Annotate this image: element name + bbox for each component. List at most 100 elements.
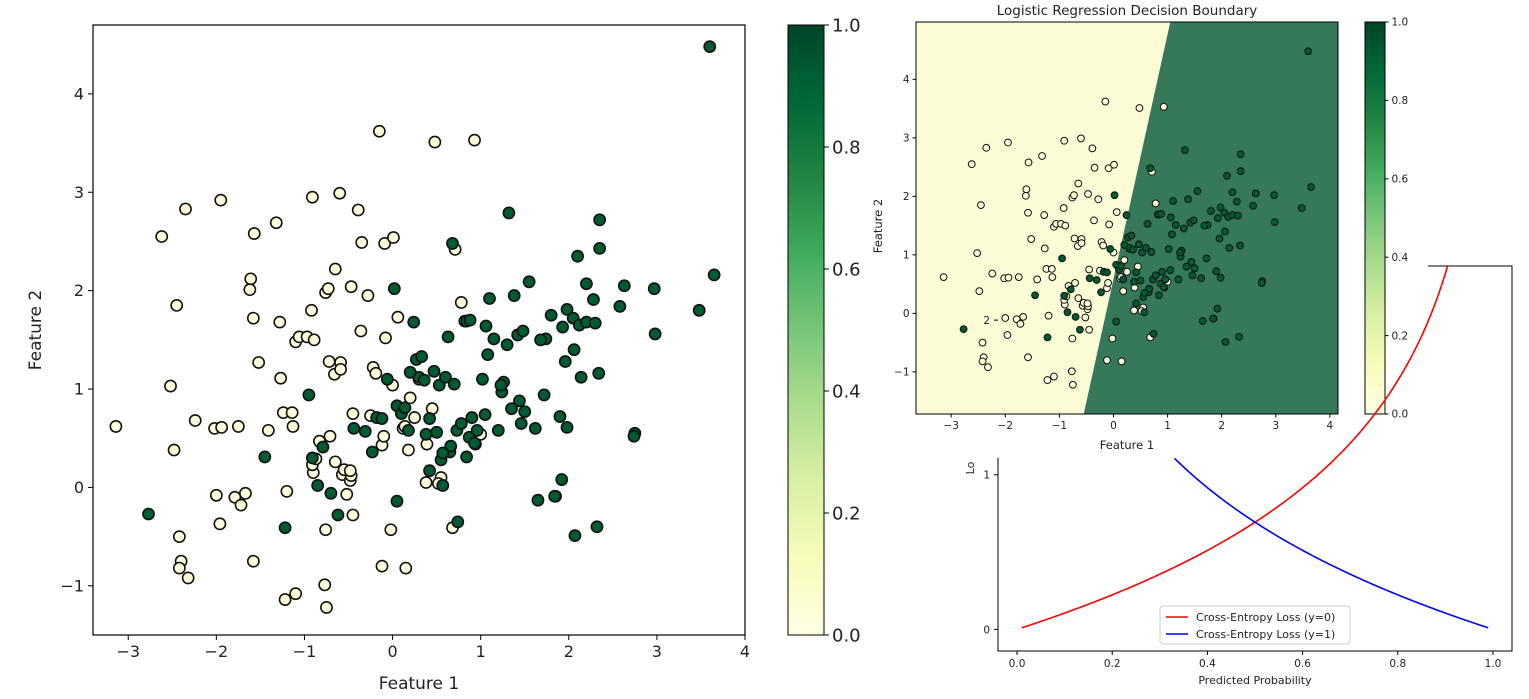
loss-panel-background-upper bbox=[1428, 266, 1520, 466]
class-1-point bbox=[1060, 291, 1069, 300]
class-1-point bbox=[568, 529, 582, 543]
loss-axes-frame bbox=[997, 265, 1513, 652]
colorbar-tick-label: 0.6 bbox=[1392, 173, 1409, 185]
class-0-point bbox=[261, 423, 275, 437]
class-1-point bbox=[1157, 210, 1165, 218]
class-0-point bbox=[280, 484, 294, 498]
class-1-point bbox=[446, 237, 459, 250]
class-0-point bbox=[109, 420, 123, 433]
class-0-point bbox=[967, 160, 976, 169]
class-0-point bbox=[468, 133, 481, 147]
class-1-point bbox=[1179, 224, 1188, 233]
class-0-point bbox=[1074, 179, 1083, 188]
class-1-point bbox=[1132, 299, 1141, 308]
class-1-point bbox=[1063, 308, 1072, 317]
class-0-point bbox=[1081, 313, 1090, 322]
class-1-point bbox=[567, 343, 581, 357]
class-0-point bbox=[982, 143, 991, 152]
class-0-point bbox=[274, 371, 288, 385]
class-0-point bbox=[1103, 356, 1111, 365]
class-0-point bbox=[170, 299, 184, 312]
class-1-point bbox=[390, 494, 404, 508]
class-0-point bbox=[1033, 275, 1042, 284]
class-0-point bbox=[231, 420, 245, 433]
class-1-point bbox=[592, 366, 606, 380]
class-0-point bbox=[369, 366, 383, 380]
class-0-point bbox=[355, 236, 369, 249]
class-1-point bbox=[1184, 195, 1193, 204]
y-tick-label: −1 bbox=[894, 367, 909, 379]
x-tick-label: 0.4 bbox=[1199, 658, 1216, 670]
class-1-point bbox=[1234, 211, 1242, 220]
decision-boundary-points bbox=[939, 47, 1315, 389]
class-1-point bbox=[1097, 288, 1105, 297]
x-tick-label: −2 bbox=[205, 642, 229, 661]
left-x-axis-label: Feature 1 bbox=[379, 674, 459, 694]
class-1-point bbox=[1206, 207, 1215, 215]
class-1-point bbox=[1158, 267, 1167, 276]
class-1-point bbox=[500, 338, 514, 352]
class-1-point bbox=[403, 365, 417, 379]
class-1-point bbox=[1232, 197, 1241, 206]
class-0-point bbox=[1117, 357, 1126, 366]
class-0-point bbox=[1019, 312, 1028, 321]
class-0-point bbox=[1016, 319, 1025, 328]
class-0-point bbox=[1024, 353, 1032, 362]
decision-boundary-axes-frame bbox=[915, 21, 1339, 415]
class-1-point bbox=[365, 445, 379, 459]
class-1-point bbox=[1221, 338, 1230, 346]
class-0-point bbox=[1061, 221, 1070, 230]
loss-panel-background-lower bbox=[970, 458, 1520, 699]
class-0-point bbox=[1021, 191, 1030, 200]
loss-y-axis-label: Lo bbox=[964, 461, 977, 474]
class-1-point bbox=[1140, 308, 1149, 317]
class-1-point bbox=[444, 439, 458, 453]
class-1-point bbox=[1249, 201, 1257, 210]
colorbar-tick-label: 0.8 bbox=[832, 137, 861, 158]
class-1-point bbox=[1155, 291, 1163, 300]
class-0-point bbox=[1077, 239, 1086, 248]
class-0-point bbox=[172, 530, 186, 544]
class-0-point bbox=[319, 523, 333, 537]
x-tick-label: 1 bbox=[476, 642, 486, 661]
class-0-point bbox=[181, 571, 195, 585]
class-0-point bbox=[1040, 211, 1049, 219]
class-1-point bbox=[1215, 234, 1224, 243]
class-1-point bbox=[387, 282, 401, 296]
class-0-point bbox=[1040, 244, 1049, 253]
class-1-point bbox=[1132, 268, 1141, 277]
class-0-point bbox=[269, 216, 283, 230]
loss-x-ticks: 0.0 0.2 0.4 0.6 0.8 1.0 bbox=[1009, 651, 1501, 670]
class-0-point bbox=[346, 407, 360, 421]
class-1-point bbox=[430, 425, 444, 439]
class-1-point bbox=[1112, 317, 1121, 326]
class-1-point bbox=[1221, 227, 1229, 236]
class-0-point bbox=[387, 231, 400, 244]
class-1-point bbox=[1198, 317, 1207, 325]
class-1-point bbox=[479, 319, 493, 333]
class-0-point bbox=[344, 280, 358, 294]
class-0-point bbox=[286, 420, 300, 433]
class-1-point bbox=[423, 464, 436, 478]
class-1-point bbox=[454, 417, 468, 430]
class-1-point bbox=[574, 370, 588, 384]
class-1-point bbox=[1129, 245, 1137, 254]
colorbar-tick-label: 0.2 bbox=[832, 503, 861, 524]
class-0-point bbox=[1022, 185, 1031, 194]
x-tick-label: 4 bbox=[1327, 420, 1334, 432]
loss-x-axis-label: Predicted Probability bbox=[1198, 674, 1312, 687]
class-0-point bbox=[1074, 294, 1083, 303]
class-1-point bbox=[451, 515, 465, 529]
class-0-point bbox=[1135, 104, 1144, 112]
class-1-point bbox=[487, 332, 501, 346]
class-0-point bbox=[209, 488, 223, 502]
class-0-point bbox=[1099, 241, 1108, 250]
class-1-point bbox=[1209, 314, 1217, 323]
class-1-point bbox=[528, 421, 542, 435]
colorbar-tick-label: 0.0 bbox=[832, 625, 861, 646]
class-1-point bbox=[491, 423, 505, 437]
class-0-point bbox=[278, 593, 292, 606]
colorbar-tick-label: 1.0 bbox=[832, 15, 861, 36]
class-0-point bbox=[1085, 265, 1094, 274]
class-0-point bbox=[179, 202, 192, 216]
